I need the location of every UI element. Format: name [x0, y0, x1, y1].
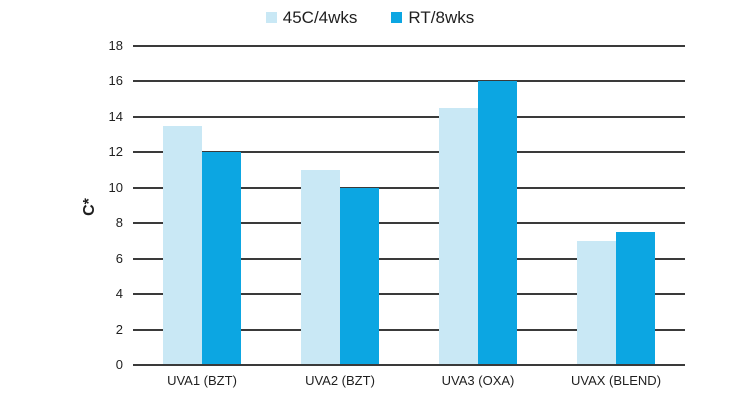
y-tick-label-18: 18: [108, 38, 123, 53]
legend-label-rt-8wks: RT/8wks: [408, 7, 475, 27]
y-tick-label-2: 2: [115, 322, 123, 337]
legend-label-45c-4wks: 45C/4wks: [282, 7, 358, 27]
y-tick-label-8: 8: [115, 215, 123, 230]
bar-45c-4wks-uva3-oxa: [439, 108, 478, 365]
x-tick-label-uva3-oxa: UVA3 (OXA): [441, 373, 515, 388]
bar-group-uva2-bzt: [271, 46, 409, 365]
gridline-y-12: [133, 151, 685, 153]
x-tick-label-uvax-blend: UVAX (BLEND): [570, 373, 662, 388]
x-tick-label-uva2-bzt: UVA2 (BZT): [305, 373, 375, 388]
chart-legend: 45C/4wks RT/8wks: [0, 4, 740, 30]
y-tick-label-14: 14: [108, 109, 123, 124]
gridline-y-8: [133, 222, 685, 224]
legend-item-45c-4wks: 45C/4wks: [265, 7, 358, 27]
gridline-y-4: [133, 293, 685, 295]
bar-rt-8wks-uva2-bzt: [340, 187, 379, 365]
gridline-y-0: [133, 364, 685, 366]
y-tick-label-4: 4: [115, 286, 123, 301]
y-tick-label-10: 10: [108, 180, 123, 195]
x-tick-label-uva1-bzt: UVA1 (BZT): [167, 373, 237, 388]
bar-rt-8wks-uva1-bzt: [202, 152, 241, 365]
bar-group-uva3-oxa: [409, 46, 547, 365]
bar-45c-4wks-uva1-bzt: [163, 125, 202, 365]
gridline-y-10: [133, 187, 685, 189]
plot-area: [133, 45, 685, 366]
bar-group-uvax-blend: [547, 46, 685, 365]
y-tick-label-6: 6: [115, 251, 123, 266]
gridline-y-6: [133, 258, 685, 260]
legend-swatch-45c-4wks: [265, 11, 277, 23]
y-axis-title: C*: [81, 198, 98, 216]
bar-rt-8wks-uvax-blend: [616, 232, 655, 365]
y-tick-label-12: 12: [108, 144, 123, 159]
y-tick-label-16: 16: [108, 73, 123, 88]
bar-rt-8wks-uva3-oxa: [478, 81, 517, 365]
gridline-y-16: [133, 80, 685, 82]
gridline-y-18: [133, 45, 685, 47]
y-tick-label-0: 0: [115, 357, 123, 372]
bar-group-uva1-bzt: [133, 46, 271, 365]
legend-swatch-rt-8wks: [391, 11, 403, 23]
gridline-y-2: [133, 329, 685, 331]
bar-45c-4wks-uva2-bzt: [301, 170, 340, 365]
bar-45c-4wks-uvax-blend: [577, 240, 616, 365]
legend-item-rt-8wks: RT/8wks: [391, 9, 474, 26]
gridline-y-14: [133, 116, 685, 118]
